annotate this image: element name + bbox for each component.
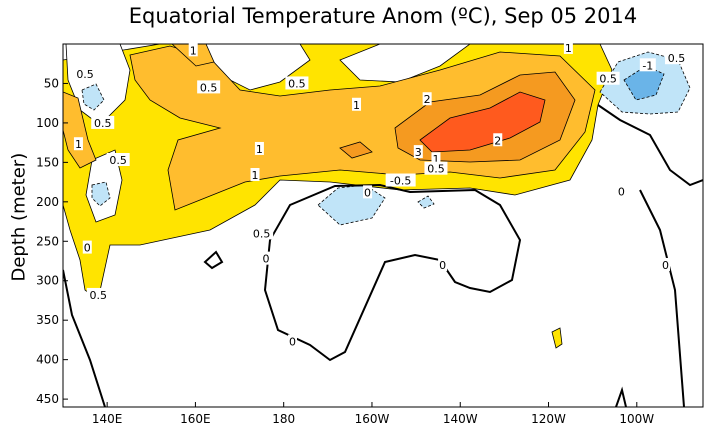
contour-label: 0.5 <box>90 289 108 302</box>
contour-label-background <box>665 51 689 65</box>
contour-label-background <box>188 43 198 57</box>
y-axis: 50 100 150 200 250 300 350 400 450 <box>36 76 68 406</box>
contour-label-background <box>413 145 423 159</box>
contour-label-background <box>493 133 503 147</box>
contour-zero-central <box>263 183 522 362</box>
contour-label-background <box>254 141 264 155</box>
contour-label: 2 <box>494 134 501 147</box>
contour-label: 0 <box>289 336 296 349</box>
x-tick-label: 160E <box>180 412 211 426</box>
y-tick-label: 200 <box>36 195 59 209</box>
contour-label-background <box>285 76 309 90</box>
contour-label-background <box>352 97 362 111</box>
y-tick-label: 300 <box>36 274 59 288</box>
x-tick-label: 140W <box>443 412 478 426</box>
region-neg05-small <box>417 195 435 209</box>
contour-label-background <box>86 287 110 301</box>
contour-label: 1 <box>252 169 259 182</box>
chart-title: Equatorial Temperature Anom (ºC), Sep 05… <box>128 4 638 28</box>
contour-label-background <box>250 226 274 240</box>
contour-label-background <box>91 115 115 129</box>
x-tick-label: 160W <box>355 412 390 426</box>
contour-zero-east-deep <box>639 189 685 407</box>
contour-label: 1 <box>256 143 263 156</box>
y-tick-label: 100 <box>36 116 59 130</box>
region-neg05-left2 <box>91 181 111 207</box>
x-tick-label: 100W <box>619 412 654 426</box>
contour-label-background <box>616 184 626 198</box>
contour-label-background <box>422 92 432 106</box>
region-pos3 <box>419 91 546 153</box>
region-pos1 <box>129 45 596 211</box>
y-tick-label: 450 <box>36 392 59 406</box>
contour-label-background <box>288 334 298 348</box>
region-pos-small-deep <box>551 327 563 349</box>
contour-label: 0.5 <box>76 68 94 81</box>
plot-frame <box>62 43 704 408</box>
contour-label-background <box>363 185 373 199</box>
contour-label: 0 <box>263 253 270 266</box>
contour-label: 3 <box>415 146 422 159</box>
region-neg05-central <box>317 184 386 226</box>
contour-zero-east <box>597 104 703 187</box>
x-axis: 140E 160E 180 160W 140W 120W 100W <box>92 402 654 426</box>
contour-label: 1 <box>565 42 572 55</box>
x-tick-label: 180 <box>272 412 295 426</box>
y-tick-label: 50 <box>44 76 59 90</box>
contour-label-background <box>73 66 97 80</box>
contour-label: 0.5 <box>253 227 271 240</box>
contour-label-background <box>250 167 260 181</box>
contour-label-background <box>438 257 448 271</box>
y-tick-label: 250 <box>36 234 59 248</box>
contour-label: 2 <box>424 93 431 106</box>
contour-label-background <box>660 257 670 271</box>
contour-label: 1 <box>353 99 360 112</box>
contour-label-background <box>639 58 656 72</box>
contour-label: 1 <box>75 138 82 151</box>
contour-label: 0 <box>439 259 446 272</box>
contour-label-background <box>106 153 130 167</box>
contour-label-background <box>385 173 416 187</box>
contour-label: 0.5 <box>94 117 112 130</box>
region-white-left <box>65 44 131 126</box>
contour-label-background <box>261 251 271 265</box>
y-tick-label: 150 <box>36 155 59 169</box>
region-pos1-left <box>63 91 97 169</box>
anomaly-field <box>63 44 703 407</box>
region-pos2-small <box>339 141 373 159</box>
contour-label: 0.5 <box>599 73 617 86</box>
contour-label-background <box>431 152 441 166</box>
contour-label: 0.5 <box>668 52 686 65</box>
contour-label: 0.5 <box>200 81 218 94</box>
y-tick-label: 350 <box>36 313 59 327</box>
contour-zero-east-low <box>615 386 627 407</box>
contour-zero-small <box>203 250 224 270</box>
contour-label: -1 <box>642 59 653 72</box>
contour-label-background <box>82 240 92 254</box>
contour-label: -0.5 <box>390 175 411 188</box>
contour-label: 0 <box>84 242 91 255</box>
x-tick-label: 120W <box>531 412 566 426</box>
contour-label: 0 <box>618 186 625 199</box>
contour-label-background <box>563 40 573 54</box>
contour-label: 0.5 <box>427 163 445 176</box>
contour-label: 0.5 <box>109 154 127 167</box>
region-neg05-left <box>81 83 105 111</box>
contour-labels: 10.50.5 0.50.510.51 211310.52-0.50.50.510.… <box>73 40 689 349</box>
x-tick-label: 140E <box>92 412 123 426</box>
contour-label: 0 <box>364 186 371 199</box>
contour-label: 0.5 <box>288 77 306 90</box>
contour-label: 1 <box>190 44 197 57</box>
contour-label: 0 <box>662 259 669 272</box>
contour-label-background <box>197 80 221 94</box>
contour-label-background <box>596 71 620 85</box>
contour-zero-left <box>63 269 106 407</box>
contour-label: 1 <box>432 153 439 166</box>
y-tick-label: 400 <box>36 353 59 367</box>
contour-label-background <box>73 137 83 151</box>
contour-label-background <box>424 161 448 175</box>
